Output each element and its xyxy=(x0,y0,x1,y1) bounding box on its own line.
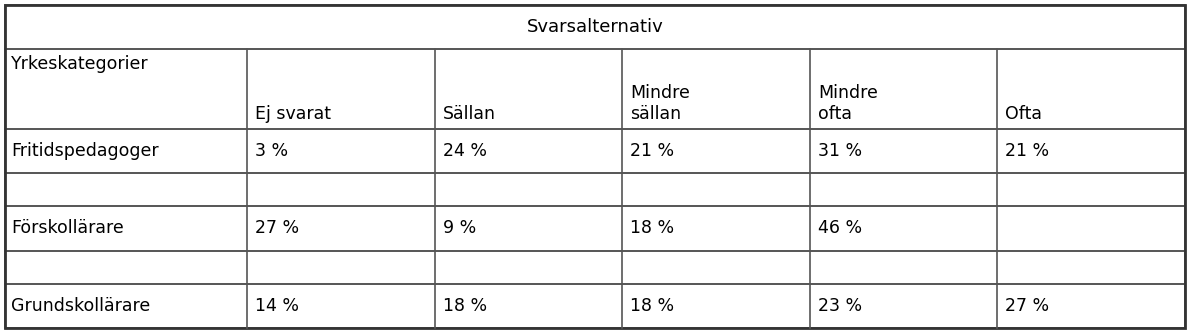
Text: Mindre
ofta: Mindre ofta xyxy=(818,84,878,123)
Text: Sällan: Sällan xyxy=(443,105,495,123)
Text: 9 %: 9 % xyxy=(443,219,476,237)
Text: 18 %: 18 % xyxy=(443,297,487,315)
Text: 31 %: 31 % xyxy=(818,142,862,160)
Bar xyxy=(5,283,1185,328)
Text: Svarsalternativ: Svarsalternativ xyxy=(527,18,663,36)
Bar xyxy=(5,50,1185,129)
Text: Förskollärare: Förskollärare xyxy=(11,219,124,237)
Text: 21 %: 21 % xyxy=(631,142,675,160)
Text: 46 %: 46 % xyxy=(818,219,862,237)
Bar xyxy=(5,250,1185,283)
Bar xyxy=(5,206,1185,250)
Bar xyxy=(5,5,1185,50)
Text: 24 %: 24 % xyxy=(443,142,487,160)
Text: 14 %: 14 % xyxy=(255,297,299,315)
Text: 27 %: 27 % xyxy=(1006,297,1050,315)
Text: Grundskollärare: Grundskollärare xyxy=(11,297,150,315)
Text: Fritidspedagoger: Fritidspedagoger xyxy=(11,142,158,160)
Text: 3 %: 3 % xyxy=(255,142,288,160)
Text: Yrkeskategorier: Yrkeskategorier xyxy=(11,55,149,74)
Text: 27 %: 27 % xyxy=(255,219,299,237)
Text: Ofta: Ofta xyxy=(1006,105,1042,123)
Text: 23 %: 23 % xyxy=(818,297,862,315)
Text: 18 %: 18 % xyxy=(631,219,675,237)
Bar xyxy=(5,173,1185,206)
Text: Ej svarat: Ej svarat xyxy=(255,105,331,123)
Text: 21 %: 21 % xyxy=(1006,142,1050,160)
Text: 18 %: 18 % xyxy=(631,297,675,315)
Bar xyxy=(5,129,1185,173)
Text: Mindre
sällan: Mindre sällan xyxy=(631,84,690,123)
